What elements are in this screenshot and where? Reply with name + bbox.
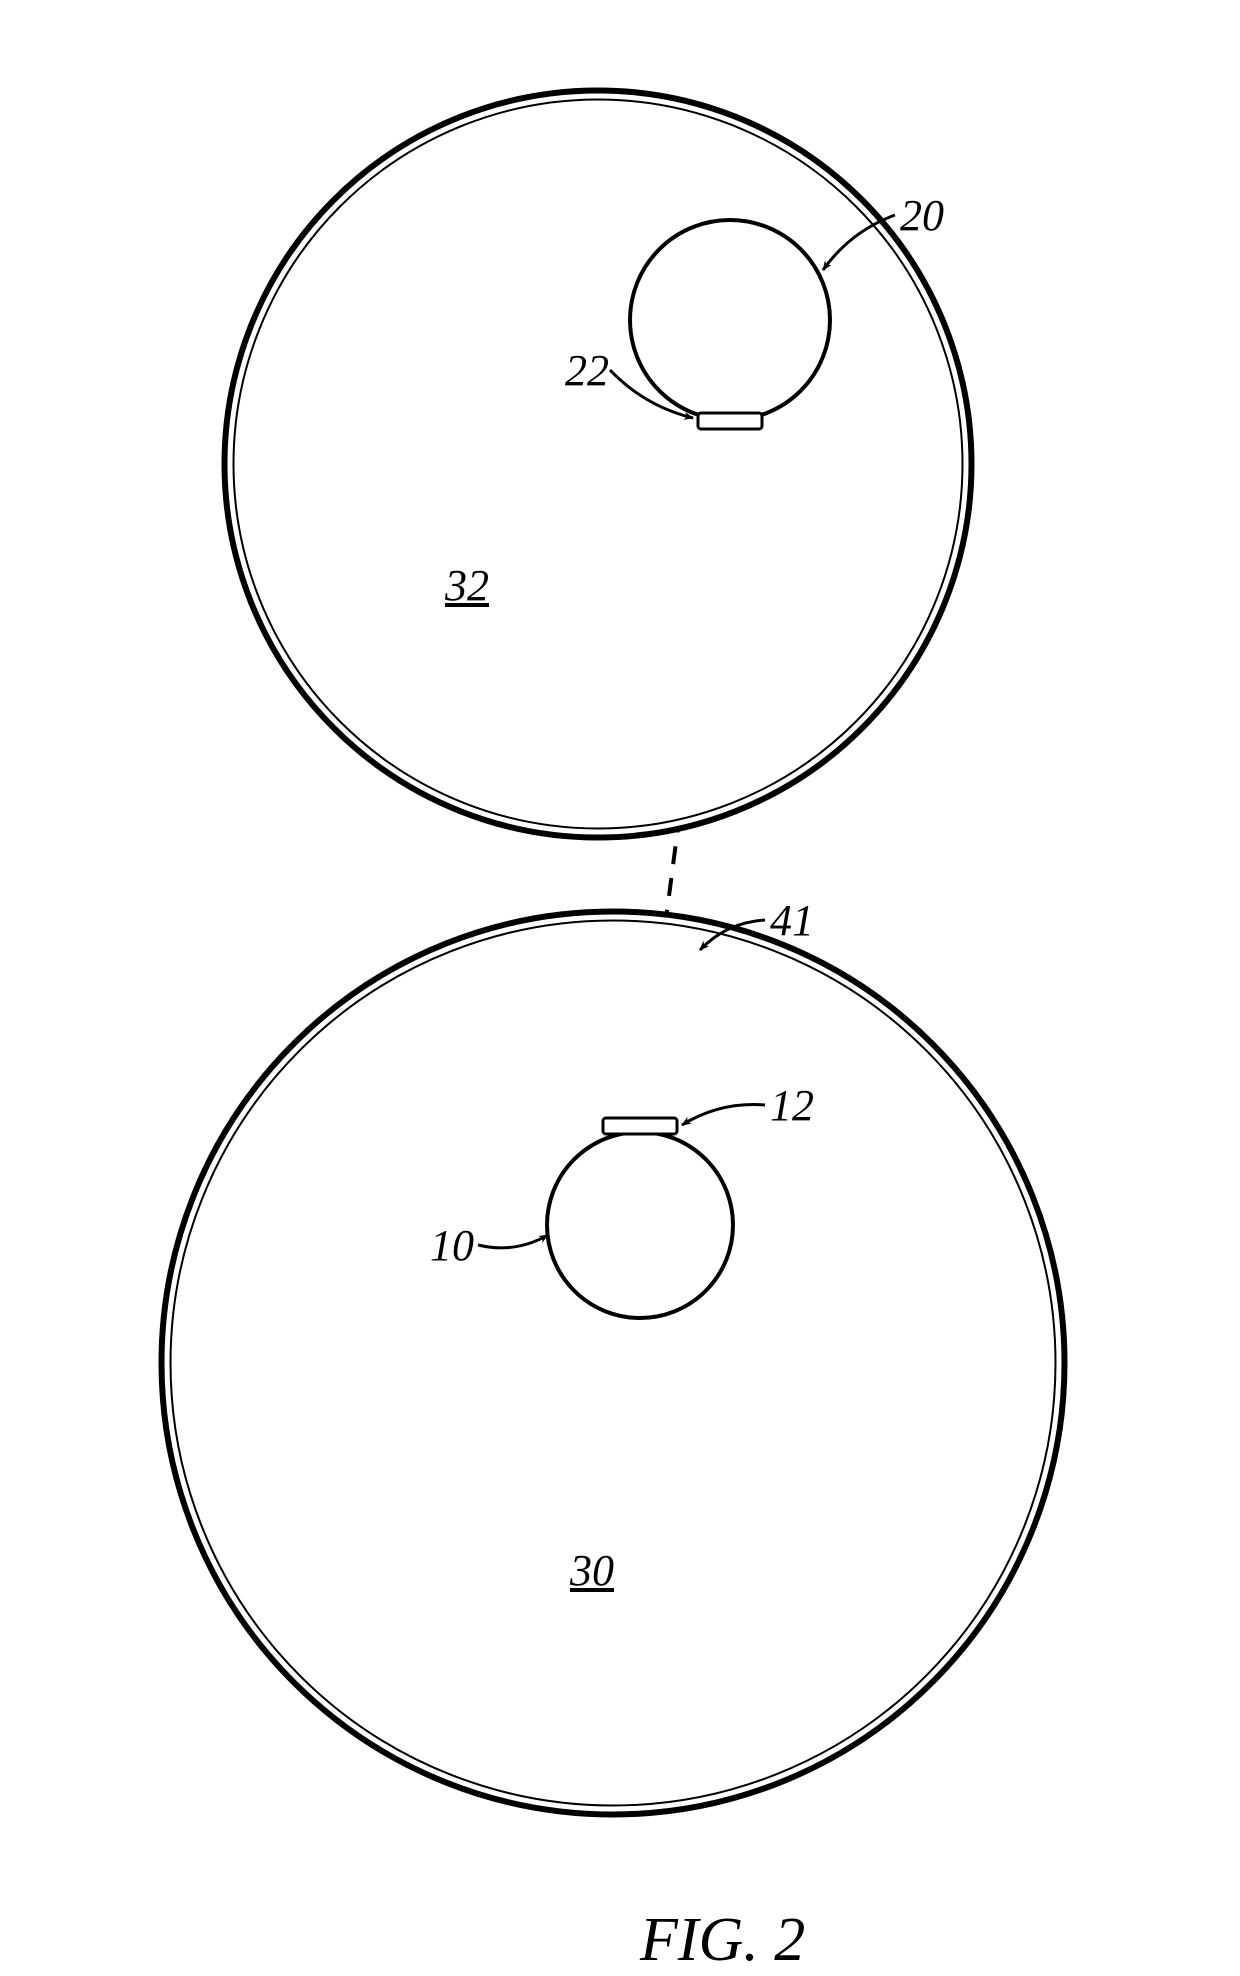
label-10: 10 — [430, 1220, 474, 1271]
label-32: 32 — [445, 560, 489, 611]
label-30: 30 — [570, 1545, 614, 1596]
label-22: 22 — [565, 345, 609, 396]
label-41: 41 — [770, 895, 814, 946]
label-20: 20 — [900, 190, 944, 241]
label-12: 12 — [770, 1080, 814, 1131]
figure-label: FIG. 2 — [640, 1905, 805, 1976]
diagram-svg — [0, 0, 1240, 1973]
diagram-canvas: 20 22 32 41 12 10 30 FIG. 2 — [0, 0, 1240, 1973]
